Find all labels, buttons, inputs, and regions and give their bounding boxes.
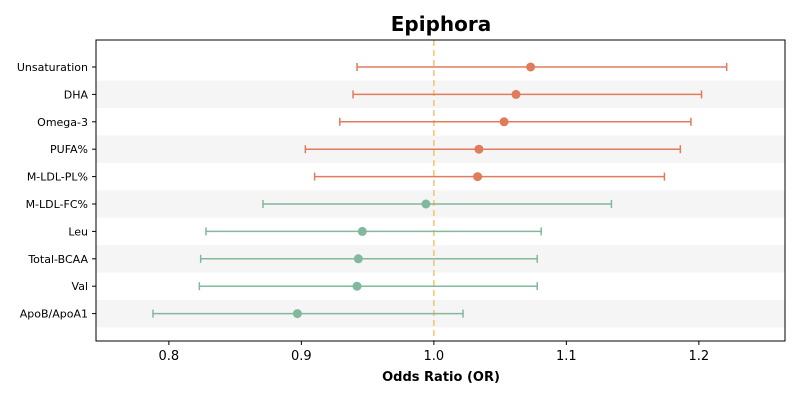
y-tick-label: Omega-3 (37, 116, 88, 129)
y-tick-label: PUFA% (50, 143, 88, 156)
plot-frame (95, 39, 786, 342)
odds-ratio-points (292, 62, 536, 319)
or-point (292, 309, 302, 319)
y-tick-label: Unsaturation (17, 61, 88, 74)
axes (95, 39, 786, 342)
y-tick-label: ApoB/ApoA1 (20, 308, 88, 321)
y-axis-ticks: Unsaturation DHA Omega-3 PUFA% M-LDL-PL% M-LD… (17, 61, 96, 321)
x-axis-ticks: 0.8 0.9 1.0 1.1 1.2 (159, 341, 710, 364)
y-tick-label: DHA (64, 88, 89, 101)
chart-title: Epiphora (391, 12, 492, 36)
x-tick-label: 0.9 (291, 349, 312, 364)
or-point (353, 254, 363, 264)
or-point (526, 62, 536, 72)
confidence-intervals (152, 63, 728, 318)
or-point (511, 89, 521, 99)
or-point (352, 281, 362, 291)
x-tick-label: 1.1 (556, 349, 577, 364)
x-tick-label: 0.8 (159, 349, 180, 364)
x-axis-label: Odds Ratio (OR) (382, 370, 500, 385)
y-tick-label: Val (72, 280, 88, 293)
y-tick-label: Total-BCAA (27, 253, 88, 266)
or-point (474, 144, 484, 154)
or-point (473, 172, 483, 182)
or-point (421, 199, 431, 209)
or-point (357, 226, 367, 236)
x-tick-label: 1.0 (424, 349, 445, 364)
x-tick-label: 1.2 (689, 349, 710, 364)
or-point (499, 117, 509, 127)
y-tick-label: Leu (68, 225, 88, 238)
y-tick-label: M-LDL-PL% (27, 171, 88, 184)
y-tick-label: M-LDL-FC% (26, 198, 88, 211)
